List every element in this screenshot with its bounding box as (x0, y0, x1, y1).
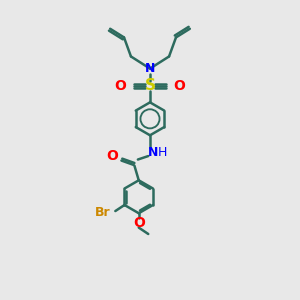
Text: Br: Br (95, 206, 111, 219)
Text: O: O (173, 79, 185, 93)
Text: S: S (145, 78, 155, 93)
Text: O: O (106, 149, 118, 163)
Text: H: H (158, 146, 167, 159)
Text: O: O (115, 79, 127, 93)
Text: O: O (133, 216, 145, 230)
Text: N: N (147, 146, 158, 159)
Text: N: N (145, 62, 155, 75)
